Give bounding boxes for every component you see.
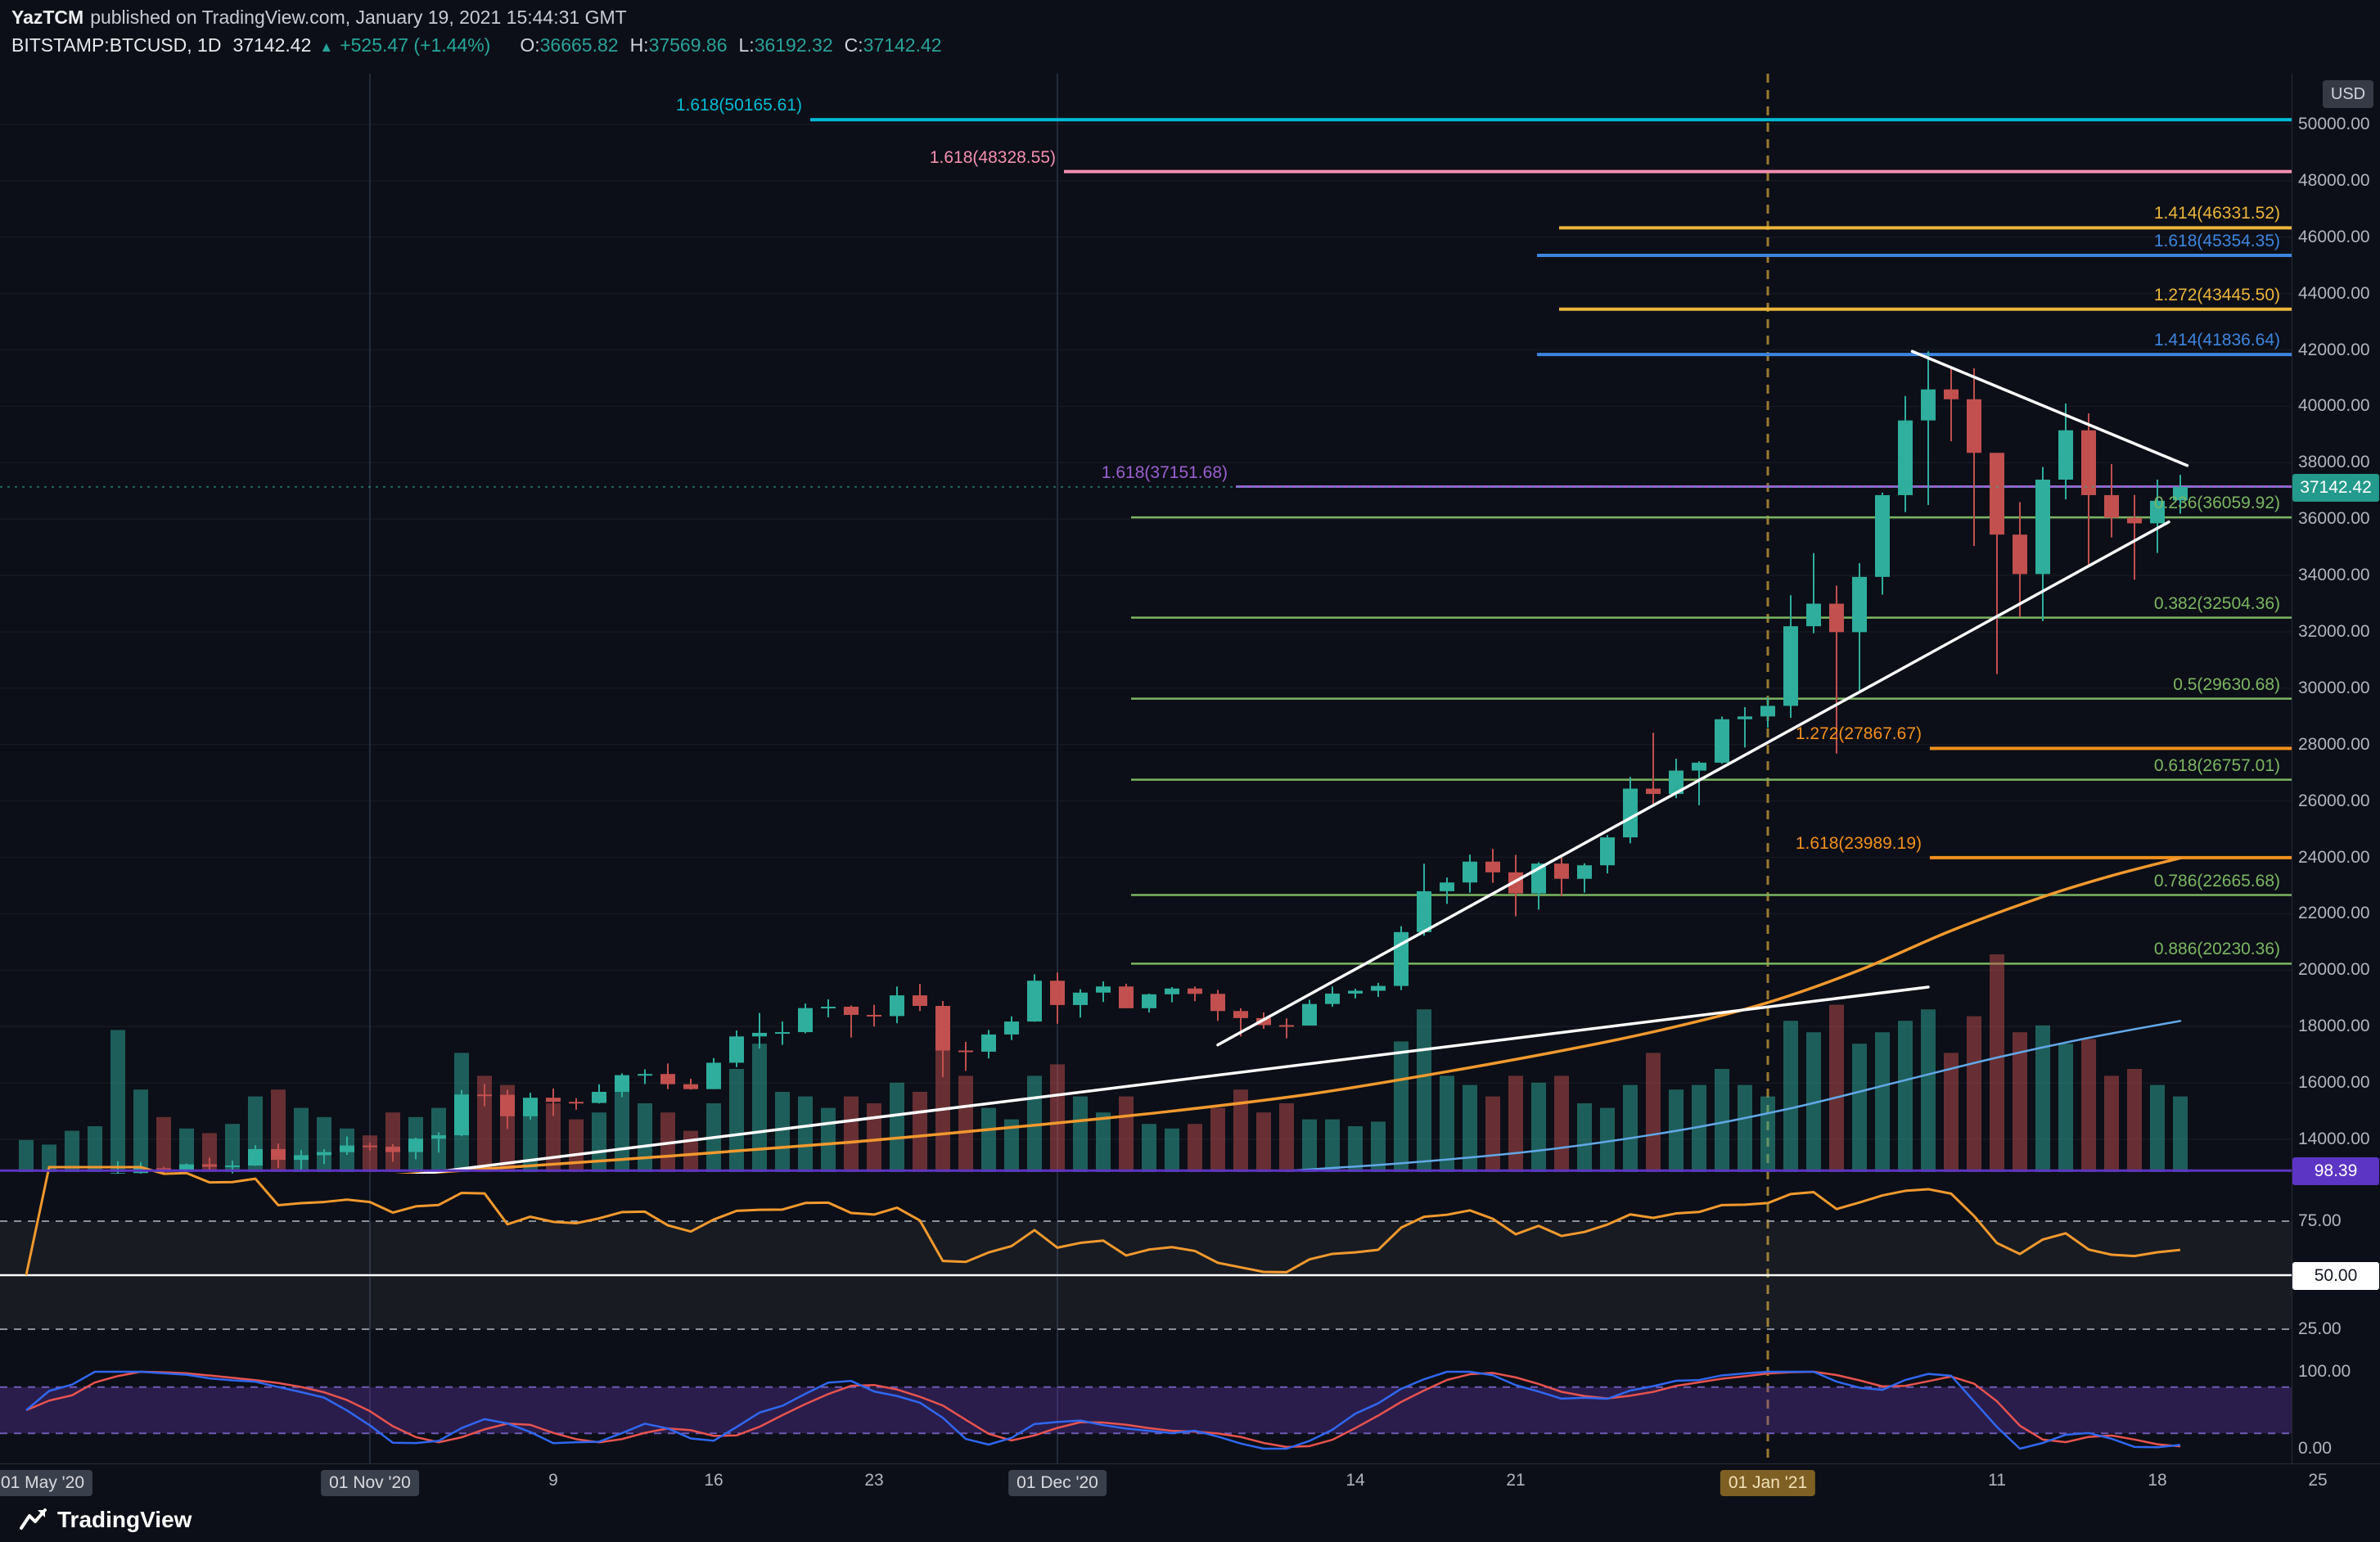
fib-label: 1.414(46331.52) (2153, 204, 2280, 223)
low-value: 36192.32 (754, 34, 833, 56)
price-change: +525.47 (+1.44%) (340, 34, 491, 56)
time-axis[interactable] (0, 1463, 2380, 1501)
fib-label: 1.618(37151.68) (1101, 462, 1228, 482)
price-axis-label: 34000.00 (2298, 566, 2370, 585)
price-axis-label: 28000.00 (2298, 734, 2370, 754)
price-axis-label: 24000.00 (2298, 847, 2370, 867)
rsi-level-label: 75.00 (2298, 1211, 2342, 1230)
stoch-level-label: 100.00 (2298, 1362, 2351, 1381)
price-axis-label: 46000.00 (2298, 227, 2370, 246)
close-price-badge: 37142.42 (2292, 473, 2379, 502)
fib-label: 0.5(29630.68) (2173, 674, 2280, 694)
price-axis-label: 42000.00 (2298, 340, 2370, 359)
fib-label: 0.786(22665.68) (2153, 871, 2280, 890)
price-axis-label: 36000.00 (2298, 509, 2370, 529)
volume-series (19, 954, 2188, 1172)
stoch-pane (0, 1370, 2292, 1450)
price-axis-label: 22000.00 (2298, 904, 2370, 923)
price-axis-label: 50000.00 (2298, 115, 2370, 133)
high-value: 37569.86 (648, 34, 728, 56)
time-axis-label: 23 (864, 1471, 884, 1490)
price-axis-label: 38000.00 (2298, 453, 2370, 472)
time-axis-label: 9 (548, 1471, 558, 1490)
time-axis-label: 16 (704, 1471, 723, 1490)
author-name: YazTCM (11, 7, 84, 28)
footer: TradingView (20, 1506, 192, 1534)
symbol-line: BITSTAMP:BTCUSD, 1D 37142.42 ▲ +525.47 (… (11, 34, 942, 62)
fib-label: 1.618(23989.19) (1795, 833, 1922, 853)
high-label: H: (629, 34, 649, 56)
price-axis-label: 40000.00 (2298, 396, 2370, 416)
fib-label: 1.272(27867.67) (1795, 724, 1922, 744)
last-price: 37142.42 (232, 34, 312, 56)
open-value: 36665.82 (539, 34, 619, 56)
time-axis-label: 14 (1346, 1471, 1365, 1490)
attribution-line: YazTCM published on TradingView.com, Jan… (11, 7, 942, 34)
fib-lines (810, 118, 2292, 965)
header: YazTCM published on TradingView.com, Jan… (11, 7, 942, 62)
rsi-value-badge: 98.39 (2292, 1157, 2379, 1186)
published-info: published on TradingView.com, January 19… (90, 7, 627, 28)
brand-name[interactable]: TradingView (57, 1507, 192, 1532)
time-axis-label: 25 (2308, 1471, 2328, 1490)
time-axis-label: 01 May '20 (0, 1470, 93, 1496)
stoch-level-label: 0.00 (2298, 1439, 2332, 1458)
price-axis-label: 16000.00 (2298, 1073, 2370, 1093)
price-axis-label: 18000.00 (2298, 1017, 2370, 1036)
fib-label: 0.382(32504.36) (2153, 593, 2280, 613)
price-axis-label: 14000.00 (2298, 1129, 2370, 1148)
time-axis-label: 18 (2148, 1471, 2167, 1490)
fib-label: 1.618(50165.61) (675, 96, 802, 115)
fib-label: 0.618(26757.01) (2153, 755, 2280, 775)
time-axis-label: 21 (1506, 1471, 1526, 1490)
price-axis-label: 32000.00 (2298, 622, 2370, 641)
time-axis-label: 01 Nov '20 (321, 1470, 419, 1496)
close-value: 37142.42 (863, 34, 942, 56)
price-up-icon: ▲ (319, 39, 334, 55)
price-axis-label: 44000.00 (2298, 283, 2370, 303)
ma-lines (394, 856, 2182, 1174)
fib-label: 1.414(41836.64) (2153, 331, 2280, 350)
trend-lines (410, 349, 2189, 1174)
price-axis-label: 30000.00 (2298, 678, 2370, 697)
currency-label[interactable]: USD (2323, 80, 2373, 108)
time-axis-label: 01 Jan '21 (1720, 1470, 1816, 1496)
rsi-50-badge: 50.00 (2292, 1262, 2379, 1290)
time-axis-label: 01 Dec '20 (1008, 1470, 1107, 1496)
price-axis-label: 26000.00 (2298, 791, 2370, 810)
rsi-level-label: 25.00 (2298, 1319, 2342, 1338)
candle-series (110, 351, 2188, 1174)
fib-label: 1.272(43445.50) (2153, 285, 2280, 304)
price-axis[interactable] (2292, 74, 2380, 1463)
fib-label: 0.236(36059.92) (2153, 494, 2280, 513)
fib-label: 1.618(48328.55) (929, 147, 1056, 167)
open-label: O: (520, 34, 540, 56)
tradingview-logo-icon[interactable] (20, 1506, 47, 1534)
price-axis-label: 20000.00 (2298, 960, 2370, 980)
fib-label: 1.618(45354.35) (2153, 232, 2280, 251)
symbol-title: BITSTAMP:BTCUSD, 1D (11, 34, 222, 56)
rsi-pane (0, 1166, 2292, 1330)
fib-label: 0.886(20230.36) (2153, 940, 2280, 959)
low-label: L: (738, 34, 755, 56)
time-axis-label: 11 (1988, 1471, 2006, 1490)
price-axis-label: 48000.00 (2298, 170, 2370, 190)
close-label: C: (844, 34, 863, 56)
